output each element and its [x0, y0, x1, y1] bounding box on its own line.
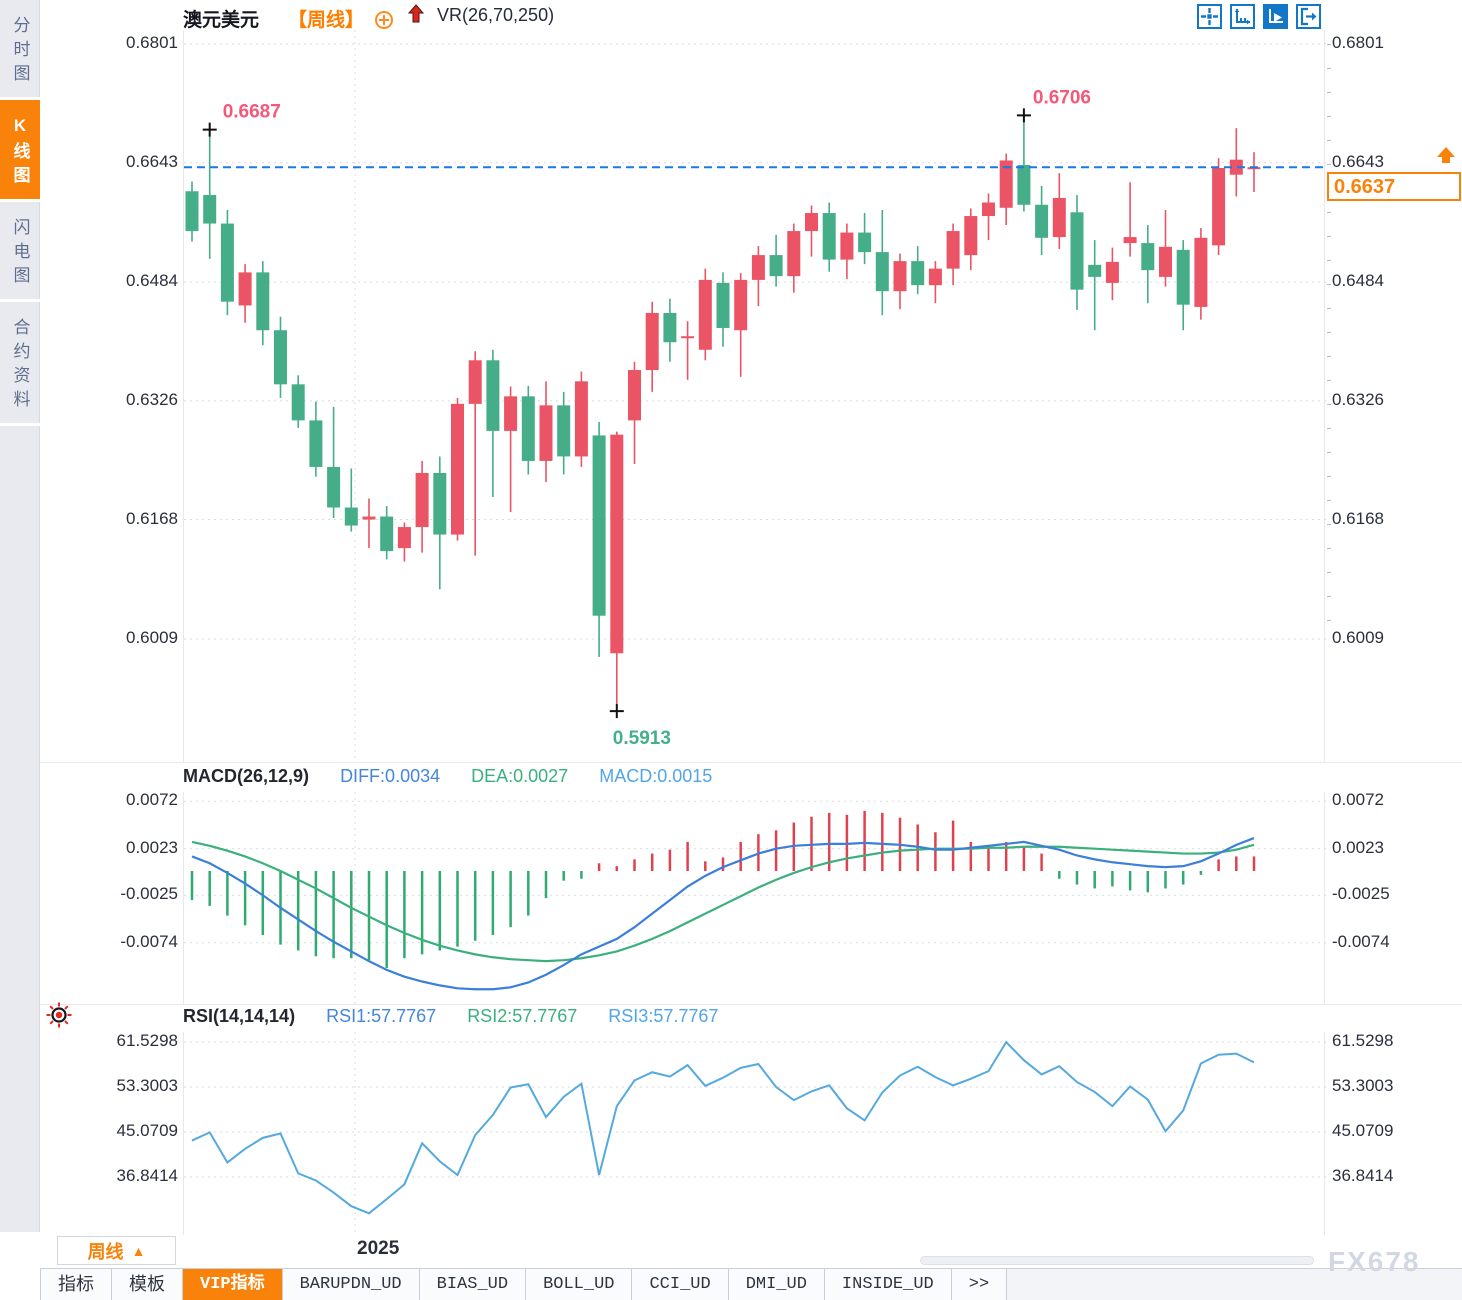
- period-selector-label: 周线: [87, 1241, 124, 1262]
- bottom-tab-6[interactable]: CCI_UD: [632, 1269, 729, 1300]
- axis-label: 61.5298: [1332, 1031, 1394, 1050]
- axis-label: 0.0023: [1332, 837, 1384, 857]
- axis-label: 0.6009: [126, 627, 178, 647]
- axis-label: -0.0025: [120, 884, 178, 904]
- bottom-tab-1[interactable]: 模板: [112, 1269, 183, 1300]
- bottom-tab-5[interactable]: BOLL_UD: [526, 1269, 633, 1300]
- x-axis-strip: 周线 ▲ 2025: [40, 1235, 1462, 1268]
- watermark: FX678: [1328, 1246, 1421, 1277]
- bottom-tab-8[interactable]: INSIDE_UD: [824, 1269, 952, 1300]
- axis-label: 0.6168: [126, 508, 178, 528]
- period-tag: 【周线】: [288, 10, 365, 31]
- current-price-box: 0.6637: [1327, 172, 1461, 201]
- bottom-tab-3[interactable]: BARUPDN_UD: [282, 1269, 420, 1300]
- rsi-label-row: RSI(14,14,14) RSI1:57.7767 RSI2:57.7767 …: [183, 1006, 744, 1027]
- price-axis-ticks: [1327, 44, 1331, 640]
- axis-label: 0.6643: [1332, 151, 1384, 171]
- up-arrow-icon: [407, 3, 425, 25]
- macd-chart[interactable]: [183, 792, 1326, 1004]
- exit-right-icon[interactable]: [1296, 4, 1321, 29]
- axis-label: -0.0025: [1332, 884, 1390, 904]
- candlestick-chart[interactable]: 0.6687 0.6706 0.5913: [183, 30, 1326, 762]
- bottom-tab-4[interactable]: BIAS_UD: [419, 1269, 527, 1300]
- axis-label: 0.6643: [126, 151, 178, 171]
- live-indicator-icon[interactable]: [45, 1001, 73, 1029]
- macd-macd-value: MACD:0.0015: [599, 766, 713, 786]
- axis-label: 61.5298: [116, 1031, 178, 1050]
- overlay-indicator-label: VR(26,70,250): [437, 5, 555, 25]
- sidebar-item-0[interactable]: 分时图: [0, 0, 40, 100]
- axis-label: 45.0709: [116, 1120, 178, 1140]
- axis-label: 0.6484: [1332, 271, 1384, 291]
- axis-label: 0.0023: [126, 837, 178, 857]
- axis-scale-icon[interactable]: [1230, 4, 1255, 29]
- symbol-title: 澳元美元: [183, 10, 260, 31]
- period-selector[interactable]: 周线 ▲: [57, 1236, 176, 1265]
- last-price-arrow-icon: [1434, 146, 1458, 166]
- panel-divider: [40, 762, 1462, 763]
- x-axis-year-label: 2025: [357, 1238, 400, 1259]
- axis-label: -0.0074: [120, 931, 178, 951]
- macd-label-row: MACD(26,12,9) DIFF:0.0034 DEA:0.0027 MAC…: [183, 766, 738, 787]
- bottom-tab-bar: 指标 模板 VIP指标 BARUPDN_UD BIAS_UD BOLL_UD CCI_UD D…: [40, 1268, 1462, 1300]
- rsi-chart[interactable]: [183, 1032, 1326, 1235]
- svg-text:0.5913: 0.5913: [613, 728, 671, 749]
- axis-label: 0.6801: [1332, 33, 1384, 52]
- rsi1-value: RSI1:57.7767: [326, 1006, 437, 1026]
- target-circle-icon[interactable]: [374, 10, 394, 30]
- bottom-tab-2[interactable]: VIP指标: [183, 1269, 283, 1300]
- pan-cross-icon[interactable]: [1197, 4, 1222, 29]
- bottom-tab-0[interactable]: 指标: [40, 1269, 112, 1300]
- axis-label: 53.3003: [1332, 1075, 1394, 1095]
- svg-text:0.6706: 0.6706: [1033, 87, 1091, 108]
- rsi2-value: RSI2:57.7767: [467, 1006, 578, 1026]
- triangle-up-icon: ▲: [131, 1242, 146, 1259]
- axis-label: 36.8414: [1332, 1165, 1394, 1185]
- axis-label: -0.0074: [1332, 931, 1390, 951]
- macd-name: MACD(26,12,9): [183, 766, 310, 786]
- axis-label: 53.3003: [116, 1075, 178, 1095]
- rsi-name: RSI(14,14,14): [183, 1006, 296, 1026]
- axis-label: 0.6326: [126, 389, 178, 409]
- panel-divider: [40, 1004, 1462, 1005]
- axis-label: 0.6168: [1332, 508, 1384, 528]
- axis-label: 45.0709: [1332, 1120, 1394, 1140]
- axis-play-icon[interactable]: [1263, 4, 1288, 29]
- macd-diff-value: DIFF:0.0034: [340, 766, 441, 786]
- bottom-tab-7[interactable]: DMI_UD: [728, 1269, 825, 1300]
- sidebar-item-2[interactable]: 闪电图: [0, 202, 40, 302]
- axis-label: 0.0072: [126, 790, 178, 810]
- axis-label: 0.6326: [1332, 389, 1384, 409]
- horizontal-scrollbar[interactable]: [920, 1256, 1314, 1265]
- rsi3-value: RSI3:57.7767: [608, 1006, 719, 1026]
- axis-label: 0.6484: [126, 271, 178, 291]
- bottom-tab-9[interactable]: >>: [951, 1269, 1008, 1300]
- svg-text:0.6687: 0.6687: [223, 102, 281, 123]
- axis-label: 36.8414: [116, 1165, 178, 1185]
- sidebar-item-3[interactable]: 合约资料: [0, 302, 40, 426]
- axis-label: 0.0072: [1332, 790, 1384, 810]
- axis-label: 0.6009: [1332, 627, 1384, 647]
- sidebar-item-1[interactable]: K线图: [0, 100, 40, 202]
- axis-label: 0.6801: [126, 33, 178, 52]
- macd-dea-value: DEA:0.0027: [471, 766, 569, 786]
- chart-toolbar: [1197, 4, 1321, 29]
- left-sidebar: 分时图 K线图 闪电图 合约资料: [0, 0, 40, 1232]
